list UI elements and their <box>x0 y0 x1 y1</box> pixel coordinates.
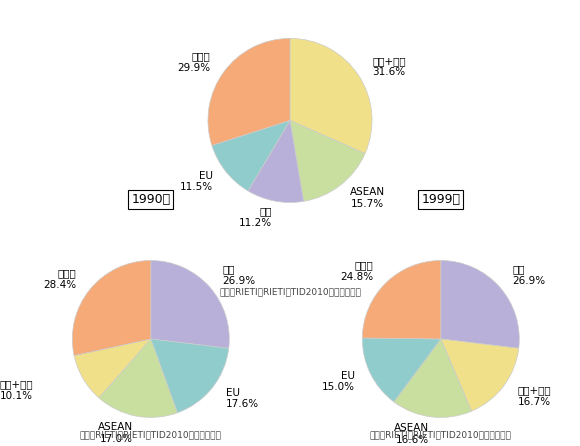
Text: その他
29.9%: その他 29.9% <box>177 52 211 73</box>
Wedge shape <box>362 338 441 402</box>
Wedge shape <box>290 38 372 153</box>
Text: その他
24.8%: その他 24.8% <box>340 260 374 281</box>
Wedge shape <box>72 260 151 355</box>
Text: EU
17.6%: EU 17.6% <box>226 388 259 409</box>
Text: EU
11.5%: EU 11.5% <box>180 171 213 193</box>
Text: 中国+香港
10.1%: 中国+香港 10.1% <box>0 379 33 401</box>
Wedge shape <box>212 120 290 191</box>
Text: 中国+香港
31.6%: 中国+香港 31.6% <box>372 56 406 78</box>
Wedge shape <box>248 120 303 202</box>
Text: 資料：RIETI『RIETI－TID2010』から作成。: 資料：RIETI『RIETI－TID2010』から作成。 <box>370 430 512 439</box>
Wedge shape <box>394 339 472 417</box>
Wedge shape <box>441 260 519 348</box>
Wedge shape <box>151 339 229 413</box>
Wedge shape <box>290 120 365 201</box>
Text: その他
28.4%: その他 28.4% <box>43 268 76 289</box>
Wedge shape <box>99 339 177 417</box>
Text: 中国+香港
16.7%: 中国+香港 16.7% <box>517 386 551 407</box>
Text: ASEAN
17.0%: ASEAN 17.0% <box>98 422 133 444</box>
Wedge shape <box>441 339 519 411</box>
Wedge shape <box>208 38 290 145</box>
Text: 資料：RIETI『RIETI－TID2010』から作成。: 資料：RIETI『RIETI－TID2010』から作成。 <box>80 430 222 439</box>
Text: 米国
26.9%: 米国 26.9% <box>513 264 546 286</box>
Text: 米国
26.9%: 米国 26.9% <box>223 264 256 286</box>
Wedge shape <box>362 260 441 339</box>
Text: EU
15.0%: EU 15.0% <box>322 371 355 392</box>
Text: ASEAN
15.7%: ASEAN 15.7% <box>350 187 386 209</box>
Title: 1999年: 1999年 <box>421 193 461 206</box>
Text: ASEAN
16.6%: ASEAN 16.6% <box>394 423 429 445</box>
Wedge shape <box>151 260 229 348</box>
Text: 米国
11.2%: 米国 11.2% <box>239 206 272 228</box>
Text: 資料：RIETI『RIETI－TID2010』から作成。: 資料：RIETI『RIETI－TID2010』から作成。 <box>219 288 361 297</box>
Title: 1990年: 1990年 <box>131 193 171 206</box>
Wedge shape <box>74 339 151 398</box>
